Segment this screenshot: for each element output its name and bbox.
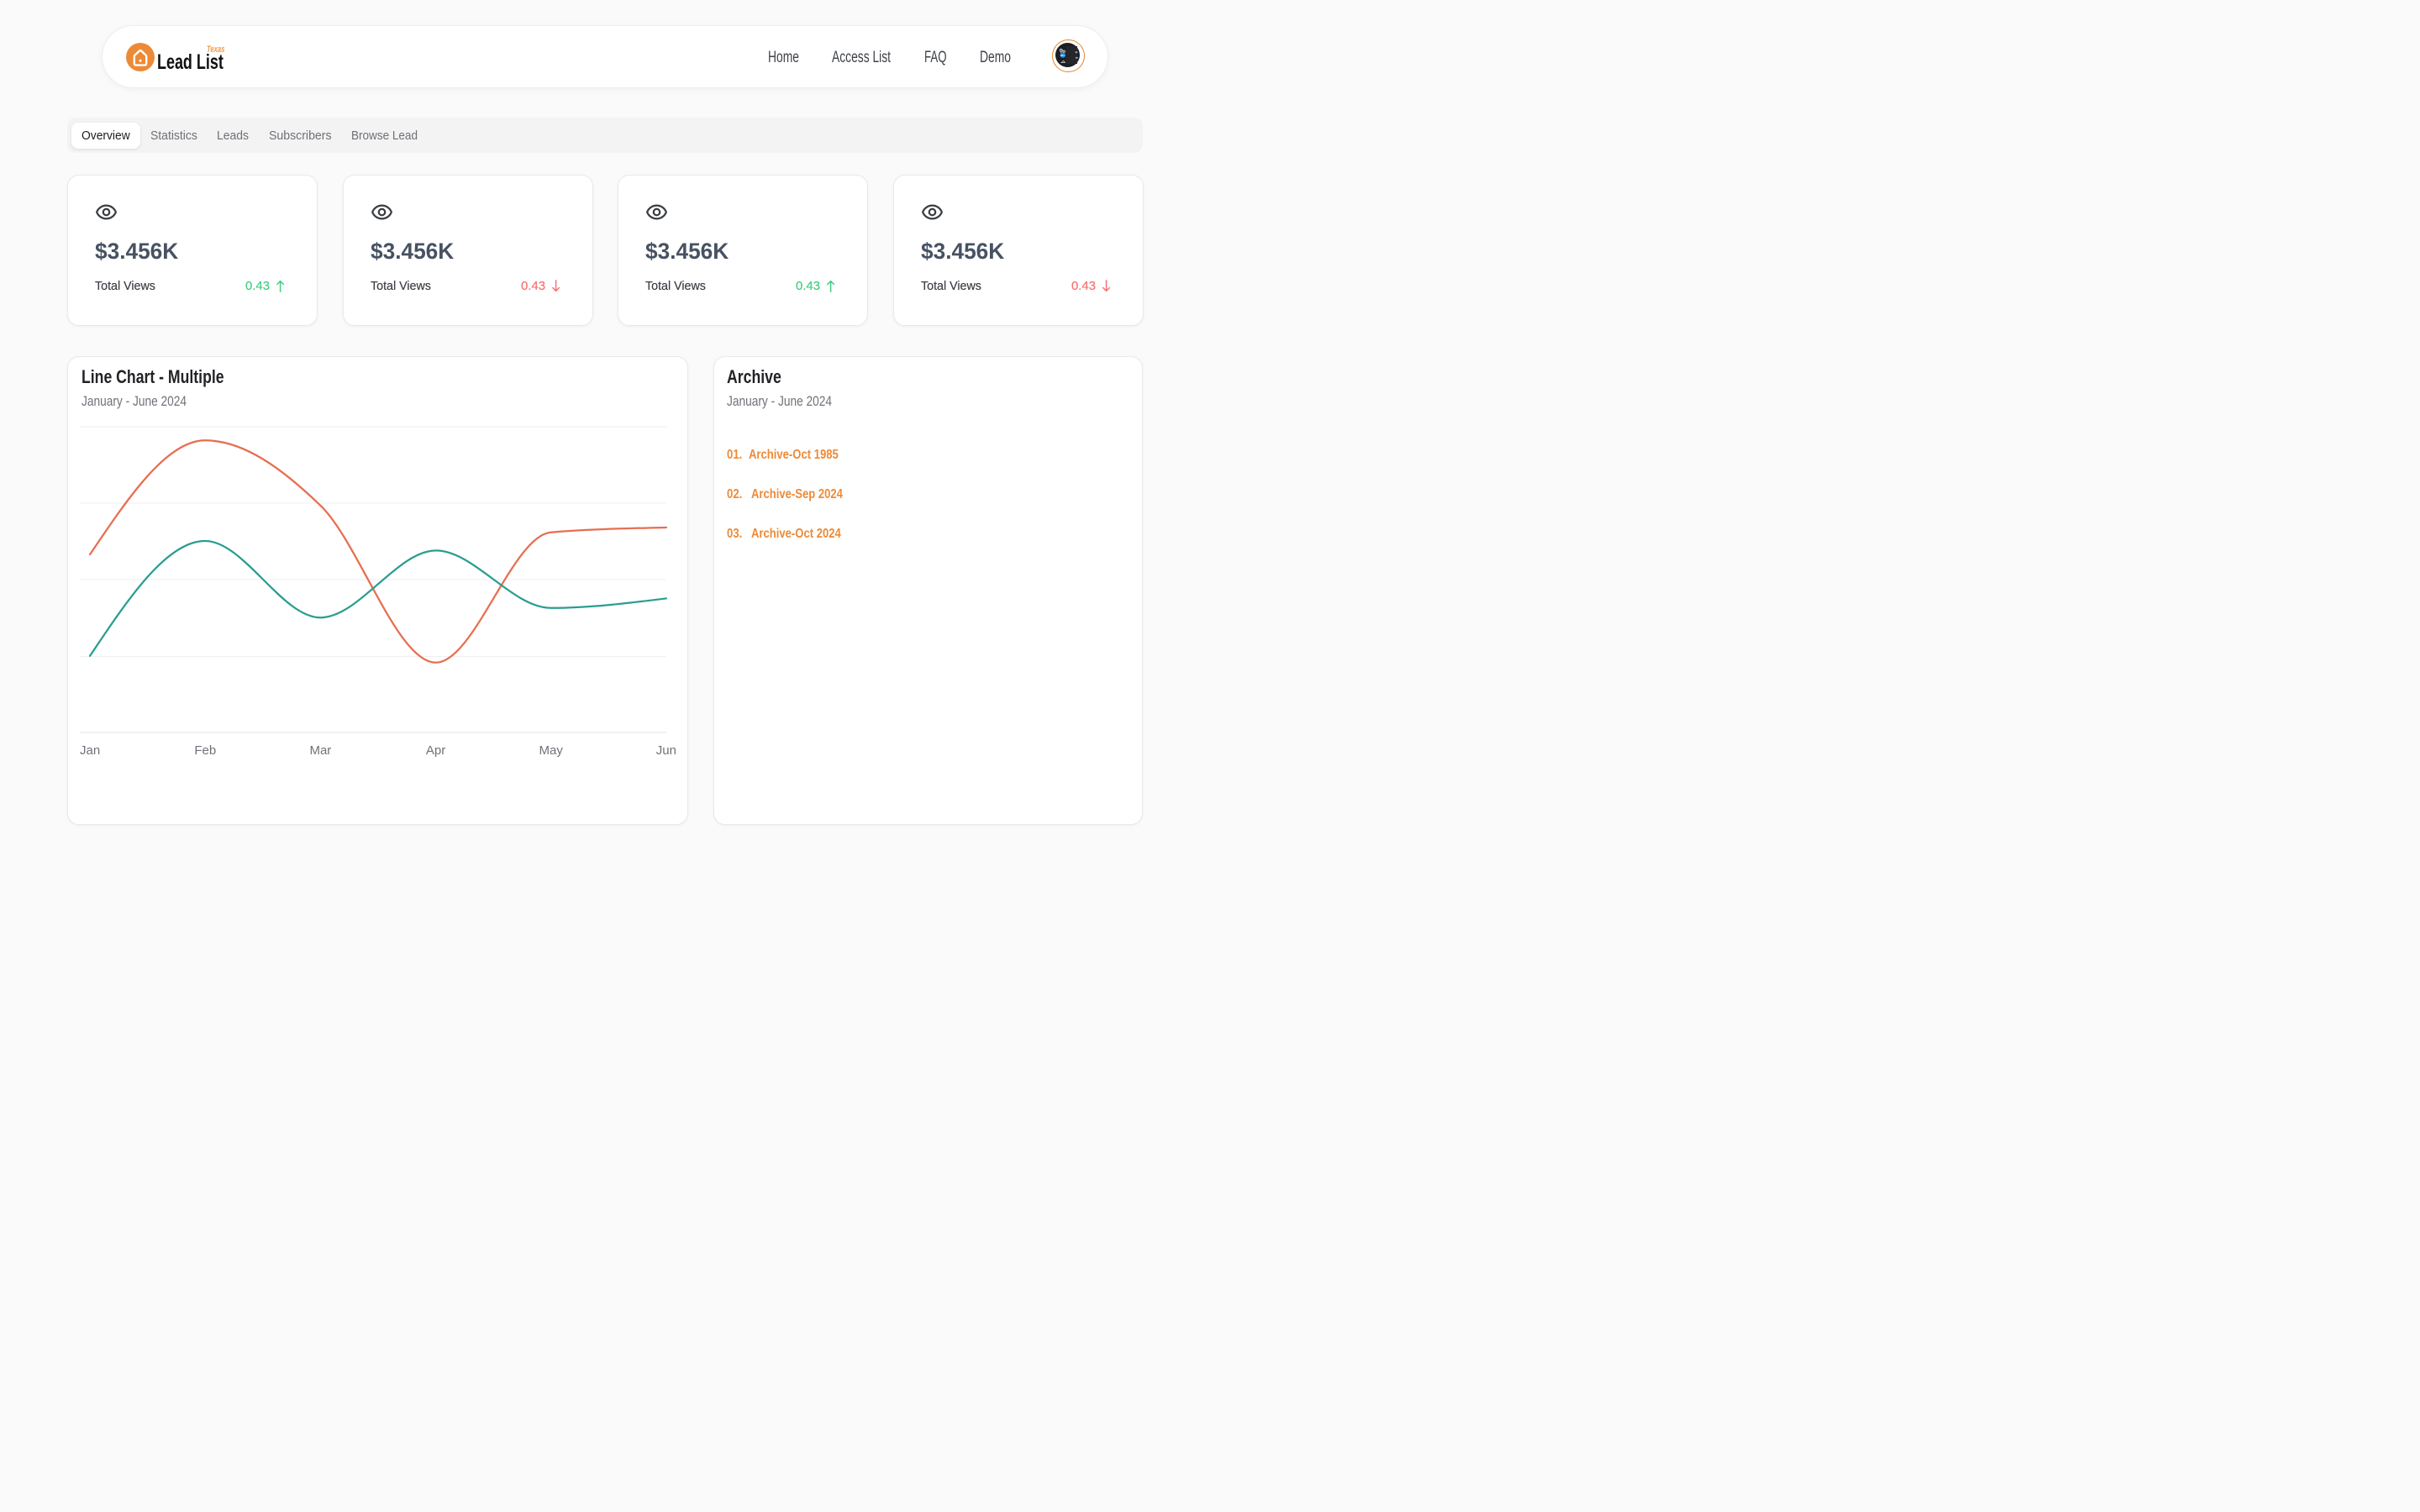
svg-text:Jan: Jan — [80, 743, 100, 758]
svg-text:2K+: 2K+ — [1060, 54, 1065, 57]
svg-text:Mar: Mar — [309, 743, 331, 758]
svg-text:Apr: Apr — [426, 743, 445, 758]
svg-text:Jun: Jun — [656, 743, 676, 758]
svg-text:Feb: Feb — [194, 743, 216, 758]
svg-text:May: May — [539, 743, 564, 758]
